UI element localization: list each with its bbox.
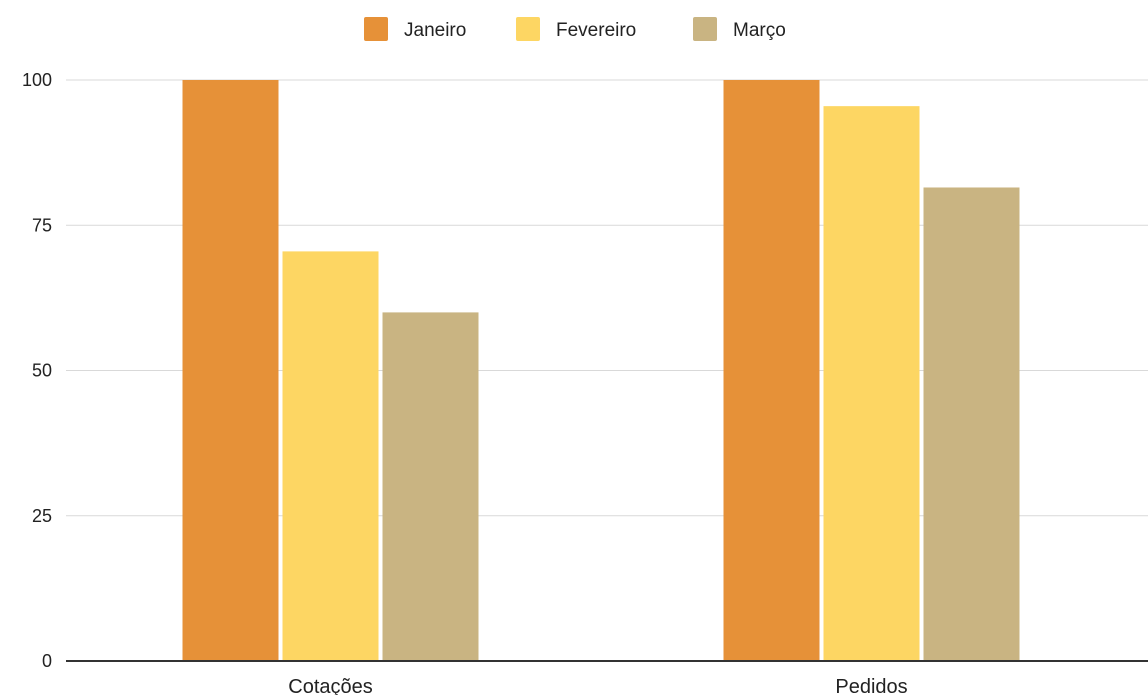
bar-cotaes-fevereiro[interactable] xyxy=(282,251,379,661)
x-axis-categories: Cotações Pedidos xyxy=(288,676,907,695)
bar-pedidos-maro[interactable] xyxy=(923,187,1020,662)
y-tick-label: 25 xyxy=(32,506,52,526)
y-axis-ticks: 0 25 50 75 100 xyxy=(22,70,52,671)
y-tick-label: 0 xyxy=(42,651,52,671)
legend-item-janeiro[interactable]: Janeiro xyxy=(364,17,466,41)
bar-cotaes-janeiro[interactable] xyxy=(182,80,279,661)
x-category-label: Cotações xyxy=(288,676,373,695)
x-category-label: Pedidos xyxy=(835,676,907,695)
legend-swatch xyxy=(364,17,388,41)
bar-pedidos-janeiro[interactable] xyxy=(723,80,820,661)
y-tick-label: 100 xyxy=(22,70,52,90)
legend-swatch xyxy=(516,17,540,41)
legend-item-fevereiro[interactable]: Fevereiro xyxy=(516,17,636,41)
bar-cotaes-maro[interactable] xyxy=(382,312,479,661)
legend-label: Janeiro xyxy=(404,20,466,41)
legend-label: Fevereiro xyxy=(556,20,636,41)
legend-label: Março xyxy=(733,20,786,41)
legend[interactable]: Janeiro Fevereiro Março xyxy=(364,17,786,41)
legend-swatch xyxy=(693,17,717,41)
y-tick-label: 50 xyxy=(32,361,52,381)
y-tick-label: 75 xyxy=(32,215,52,235)
bar-pedidos-fevereiro[interactable] xyxy=(823,106,920,661)
legend-item-maro[interactable]: Março xyxy=(693,17,786,41)
bars xyxy=(182,80,1020,662)
